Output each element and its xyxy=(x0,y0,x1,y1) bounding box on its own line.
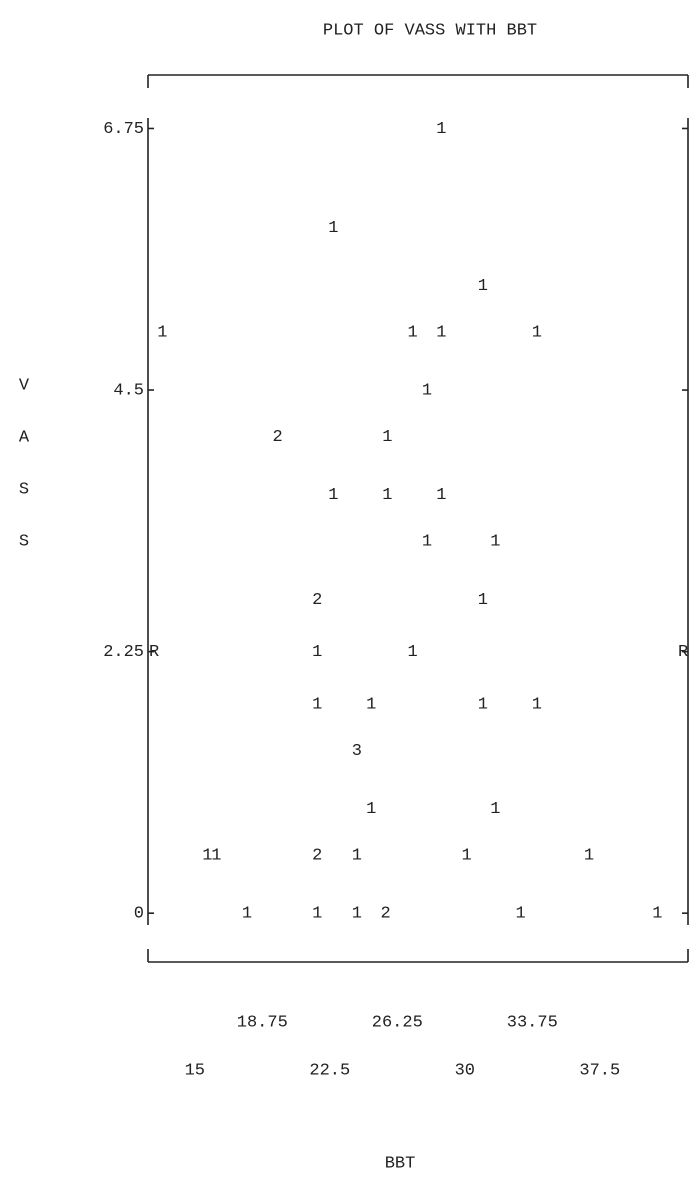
point: 1 xyxy=(382,428,392,447)
point: 2 xyxy=(272,428,282,447)
point: 1 xyxy=(312,905,322,924)
point: 1 xyxy=(436,486,446,505)
y-tick-label: 6.75 xyxy=(103,120,144,139)
ref-mark: R xyxy=(149,643,159,662)
point: 1 xyxy=(532,695,542,714)
x-tick-label: 37.5 xyxy=(579,1061,620,1080)
point: 2 xyxy=(380,905,390,924)
x-axis-label: BBT xyxy=(385,1154,416,1173)
point: 1 xyxy=(366,695,376,714)
point: 1 xyxy=(382,486,392,505)
chart-title: PLOT OF VASS WITH BBT xyxy=(323,21,537,40)
point: 1 xyxy=(328,486,338,505)
y-axis-label: S xyxy=(19,480,29,499)
point: 1 xyxy=(478,277,488,296)
point: 1 xyxy=(328,219,338,238)
point: 1 xyxy=(407,643,417,662)
point: 1 xyxy=(422,533,432,552)
point: 1 xyxy=(422,382,432,401)
y-axis-label: V xyxy=(19,376,30,395)
point: 1 xyxy=(211,847,221,866)
point: 1 xyxy=(407,323,417,342)
point: 1 xyxy=(515,905,525,924)
point: 1 xyxy=(584,847,594,866)
point: 1 xyxy=(652,905,662,924)
point: 1 xyxy=(366,800,376,819)
point: 1 xyxy=(532,323,542,342)
point: 1 xyxy=(436,120,446,139)
point: 1 xyxy=(436,323,446,342)
point: 1 xyxy=(478,591,488,610)
y-tick-label: 2.25 xyxy=(103,643,144,662)
x-tick-label: 33.75 xyxy=(507,1013,558,1032)
point: 1 xyxy=(157,323,167,342)
y-tick-label: 0 xyxy=(134,905,144,924)
chart: PLOT OF VASS WITH BBT BBT 0 2.25 4.5 6.75 R R… xyxy=(0,0,690,1189)
y-axis-label: A xyxy=(19,428,30,447)
point: 1 xyxy=(242,905,252,924)
point: 2 xyxy=(312,847,322,866)
point: 1 xyxy=(490,800,500,819)
point: 1 xyxy=(490,533,500,552)
y-tick-label: 4.5 xyxy=(113,382,144,401)
x-tick-label: 22.5 xyxy=(309,1061,350,1080)
x-tick-label: 26.25 xyxy=(372,1013,423,1032)
y-axis-label: S xyxy=(19,532,29,551)
ref-mark: R xyxy=(678,643,688,662)
point: 1 xyxy=(312,643,322,662)
point: 2 xyxy=(312,591,322,610)
x-tick-label: 18.75 xyxy=(237,1013,288,1032)
x-tick-label: 30 xyxy=(455,1061,475,1080)
x-tick-label: 15 xyxy=(185,1061,205,1080)
point: 3 xyxy=(352,742,362,761)
point: 1 xyxy=(352,847,362,866)
point: 1 xyxy=(461,847,471,866)
point: 1 xyxy=(478,695,488,714)
point: 1 xyxy=(352,905,362,924)
point: 1 xyxy=(312,695,322,714)
